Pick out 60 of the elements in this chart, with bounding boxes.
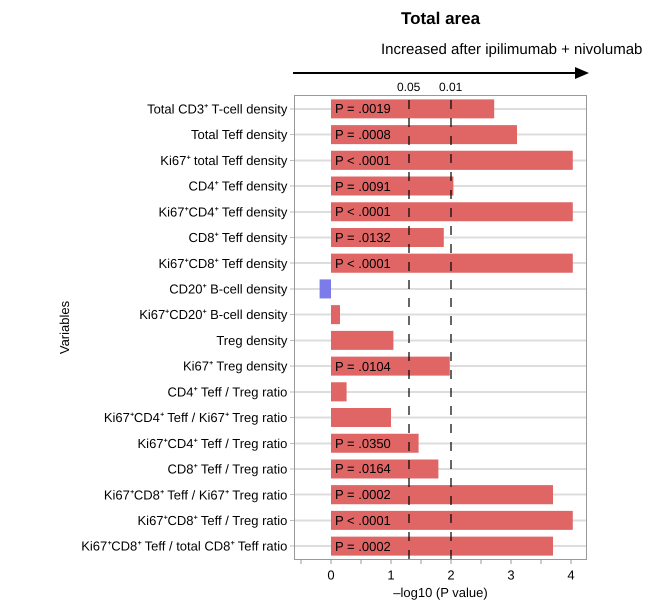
annotation: P = .0350 — [335, 436, 391, 451]
bar — [331, 305, 340, 324]
y-tick-label: Ki67⁺CD8⁺ Teff / Treg ratio — [138, 512, 288, 528]
annotation: P < .0001 — [335, 153, 391, 168]
annotation: P = .0019 — [335, 101, 391, 116]
annotation: P = .0008 — [335, 127, 391, 142]
y-tick-label: Ki67⁺CD4⁺ Teff / Ki67⁺ Treg ratio — [104, 410, 288, 426]
bar — [331, 459, 438, 478]
bar — [331, 202, 573, 222]
annotation: P = .0104 — [335, 359, 391, 374]
annotation: P < .0001 — [335, 513, 391, 528]
bar — [331, 356, 450, 376]
x-tick-label: 3 — [507, 568, 515, 583]
annotation: P < .0001 — [335, 204, 391, 219]
bar — [331, 125, 517, 144]
x-tick-label: 0 — [327, 568, 335, 583]
chart-subtitle: Increased after ipilimumab + nivolumab — [381, 41, 642, 58]
y-tick-label: Ki67⁺CD8⁺ Teff / total CD8⁺ Teff ratio — [81, 538, 288, 554]
y-tick-label: Total CD3⁺ T-cell density — [147, 101, 288, 116]
bar — [331, 254, 573, 273]
bar — [331, 510, 573, 530]
bar — [331, 228, 444, 247]
y-tick-label: Total Teff density — [191, 127, 288, 142]
y-tick-label: CD4⁺ Teff density — [188, 178, 288, 194]
annotation: P = .0002 — [335, 487, 391, 502]
y-tick-label: Ki67⁺CD4⁺ Teff / Treg ratio — [138, 436, 288, 451]
x-axis-title: –log10 (P value) — [393, 585, 488, 600]
annotation: P = .0164 — [335, 461, 391, 476]
bar — [331, 330, 394, 350]
bar — [331, 485, 553, 504]
y-tick-label: CD8⁺ Teff / Treg ratio — [168, 462, 288, 477]
bar — [331, 408, 391, 428]
bar — [320, 279, 331, 298]
y-tick-label: CD20⁺ B-cell density — [169, 281, 288, 296]
bar — [331, 434, 419, 453]
y-tick-label: Ki67⁺CD8⁺ Teff density — [158, 256, 288, 271]
y-tick-label: Ki67⁺CD8⁺ Teff / Ki67⁺ Treg ratio — [104, 487, 288, 502]
bar — [331, 150, 573, 170]
annotation: P < .0001 — [335, 256, 391, 271]
bar — [331, 99, 494, 118]
bar — [331, 536, 553, 556]
annotation: P = .0091 — [335, 179, 391, 194]
y-tick-label: Ki67⁺ Treg density — [182, 358, 288, 374]
y-tick-label: Ki67⁺CD4⁺ Teff density — [158, 204, 288, 220]
y-tick-label: Ki67⁺ total Teff density — [160, 152, 288, 168]
bar — [331, 176, 454, 196]
y-tick-label: CD4⁺ Teff / Treg ratio — [168, 384, 288, 400]
bar — [331, 382, 347, 402]
x-tick-label: 1 — [387, 568, 395, 583]
chart-title: Total area — [401, 9, 481, 28]
text: 0.05 — [397, 80, 421, 94]
annotation: P = .0002 — [335, 539, 391, 554]
x-tick-label: 4 — [567, 568, 575, 583]
x-tick-label: 2 — [447, 568, 455, 583]
y-tick-label: Ki67⁺CD20⁺ B-cell density — [139, 307, 288, 322]
y-tick-label: CD8⁺ Teff density — [188, 230, 288, 246]
annotation: P = .0132 — [335, 230, 391, 245]
text: 0.01 — [439, 80, 463, 94]
y-tick-label: Treg density — [216, 332, 288, 348]
y-axis-title: Variables — [57, 300, 72, 354]
